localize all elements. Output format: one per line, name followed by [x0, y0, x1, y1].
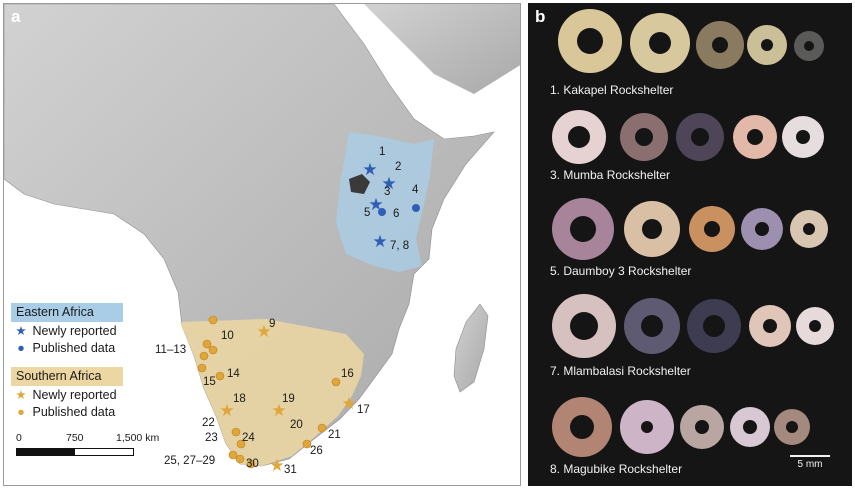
- site-label: 20: [290, 419, 303, 431]
- scale-label: 750: [66, 432, 84, 444]
- site-label: 4: [412, 184, 419, 196]
- site-label: 2: [395, 161, 402, 173]
- site-label: 25, 27–29: [164, 455, 216, 467]
- site-marker-star: ★: [362, 160, 377, 179]
- legend-label: Newly reported: [32, 388, 117, 402]
- scale-label: 5 mm: [797, 459, 823, 470]
- bead-row-1: [558, 9, 824, 73]
- bead-row-5: [552, 397, 810, 457]
- site-label: 5: [364, 207, 371, 219]
- site-label: 14: [227, 368, 240, 380]
- site-marker-star: ★: [381, 174, 396, 193]
- site-label: 15: [203, 376, 216, 388]
- scale-frame: [16, 448, 134, 456]
- site-label: 1: [379, 146, 386, 158]
- site-label: 19: [282, 393, 295, 405]
- star-icon: ★: [15, 324, 27, 338]
- site-label: 10: [221, 330, 234, 342]
- map-canvas: ★ ★ ★ ★ ★ ★ ★ ★ ★: [4, 4, 520, 485]
- legend-southern-published: ● Published data: [13, 404, 115, 420]
- dot-icon: ●: [17, 341, 25, 355]
- scale-fill: [17, 449, 75, 455]
- legend-label: Published data: [32, 341, 116, 355]
- site-marker-star: ★: [219, 401, 234, 420]
- shelter-label: 7. Mlambalasi Rockshelter: [550, 364, 691, 378]
- site-label: 6: [393, 208, 400, 220]
- bead-row-3: [552, 198, 828, 260]
- legend-eastern-title: Eastern Africa: [11, 303, 123, 322]
- site-label: 26: [310, 445, 323, 457]
- site-label: 16: [341, 368, 354, 380]
- site-label: 17: [357, 404, 370, 416]
- site-label: 9: [269, 318, 276, 330]
- site-marker-star: ★: [271, 401, 286, 420]
- map-panel: ★ ★ ★ ★ ★ ★ ★ ★ ★ a 1: [3, 3, 521, 486]
- madagascar-landmass: [453, 303, 489, 393]
- scale-label: 1,500 km: [116, 432, 160, 444]
- bead-row-2: [552, 110, 824, 164]
- bead-row-4: [552, 294, 834, 358]
- shelter-label: 5. Daumboy 3 Rockshelter: [550, 264, 692, 278]
- site-label: 21: [328, 429, 341, 441]
- site-marker-star: ★: [256, 322, 271, 341]
- legend-eastern-published: ● Published data: [13, 340, 115, 356]
- site-label: 3: [384, 186, 391, 198]
- site-label: 22: [202, 417, 215, 429]
- site-label: 7, 8: [390, 240, 410, 252]
- shelter-label: 8. Magubike Rockshelter: [550, 462, 683, 476]
- legend-southern-title: Southern Africa: [11, 367, 123, 386]
- site-label: 24: [242, 432, 255, 444]
- arabia-landmass: [364, 4, 520, 94]
- bead-scale-bar: 5 mm: [790, 455, 830, 470]
- site-marker-star: ★: [341, 394, 356, 413]
- beads-canvas: [552, 9, 834, 457]
- lake-victoria: [349, 174, 370, 194]
- site-dots-southern: [197, 315, 341, 469]
- scale-label: 0: [16, 432, 22, 444]
- site-marker-star: ★: [269, 456, 284, 475]
- scale-line: [790, 455, 830, 457]
- legend-southern-newly: ★ Newly reported: [13, 387, 117, 403]
- site-label: 30: [246, 458, 259, 470]
- panel-letter-a: a: [11, 7, 21, 26]
- dot-icon: ●: [17, 405, 25, 419]
- site-marker-dot: [378, 208, 386, 216]
- site-marker-dot: [412, 204, 420, 212]
- beads-panel: b: [528, 3, 852, 486]
- site-label: 23: [205, 432, 218, 444]
- panel-letter-b: b: [535, 7, 546, 26]
- eastern-africa-region: [336, 132, 434, 272]
- shelter-label: 1. Kakapel Rockshelter: [550, 83, 674, 97]
- legend-label: Published data: [32, 405, 116, 419]
- site-label: 11–13: [155, 344, 187, 356]
- site-label: 18: [233, 393, 246, 405]
- africa-landmass: [4, 4, 495, 467]
- legend-label: Newly reported: [32, 324, 117, 338]
- legend-eastern-newly: ★ Newly reported: [13, 323, 117, 339]
- site-marker-star: ★: [372, 232, 387, 251]
- star-icon: ★: [15, 388, 27, 402]
- site-label: 31: [284, 464, 297, 476]
- shelter-label: 3. Mumba Rockshelter: [550, 168, 671, 182]
